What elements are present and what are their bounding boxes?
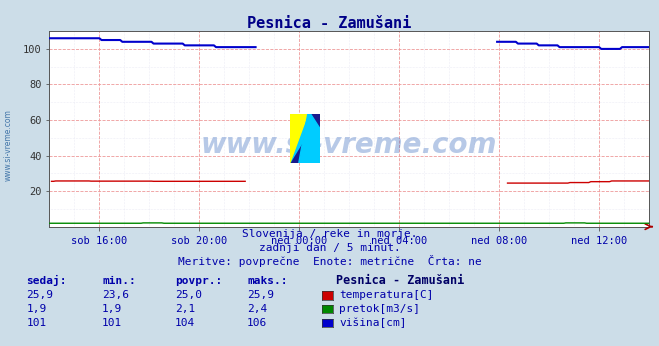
Text: 2,1: 2,1: [175, 304, 195, 314]
Text: Meritve: povprečne  Enote: metrične  Črta: ne: Meritve: povprečne Enote: metrične Črta:…: [178, 255, 481, 267]
Text: min.:: min.:: [102, 276, 136, 286]
Text: 101: 101: [102, 318, 123, 328]
Text: povpr.:: povpr.:: [175, 276, 222, 286]
Text: 2,4: 2,4: [247, 304, 268, 314]
Text: temperatura[C]: temperatura[C]: [339, 290, 434, 300]
Text: 23,6: 23,6: [102, 290, 129, 300]
Text: www.si-vreme.com: www.si-vreme.com: [3, 109, 13, 181]
Text: višina[cm]: višina[cm]: [339, 318, 407, 328]
Text: 25,9: 25,9: [26, 290, 53, 300]
Polygon shape: [290, 114, 320, 163]
Polygon shape: [299, 114, 320, 163]
Text: 101: 101: [26, 318, 47, 328]
Polygon shape: [290, 114, 308, 163]
Text: www.si-vreme.com: www.si-vreme.com: [201, 130, 498, 158]
Text: 25,9: 25,9: [247, 290, 274, 300]
Text: Slovenija / reke in morje.: Slovenija / reke in morje.: [242, 229, 417, 239]
Text: Pesnica - Zamušani: Pesnica - Zamušani: [336, 274, 465, 288]
Polygon shape: [299, 114, 320, 163]
Text: 25,0: 25,0: [175, 290, 202, 300]
Text: 1,9: 1,9: [102, 304, 123, 314]
Text: Pesnica - Zamušani: Pesnica - Zamušani: [247, 16, 412, 30]
Text: 1,9: 1,9: [26, 304, 47, 314]
Text: maks.:: maks.:: [247, 276, 287, 286]
Text: pretok[m3/s]: pretok[m3/s]: [339, 304, 420, 314]
Text: sedaj:: sedaj:: [26, 275, 67, 286]
Text: zadnji dan / 5 minut.: zadnji dan / 5 minut.: [258, 243, 401, 253]
Text: 104: 104: [175, 318, 195, 328]
Text: 106: 106: [247, 318, 268, 328]
